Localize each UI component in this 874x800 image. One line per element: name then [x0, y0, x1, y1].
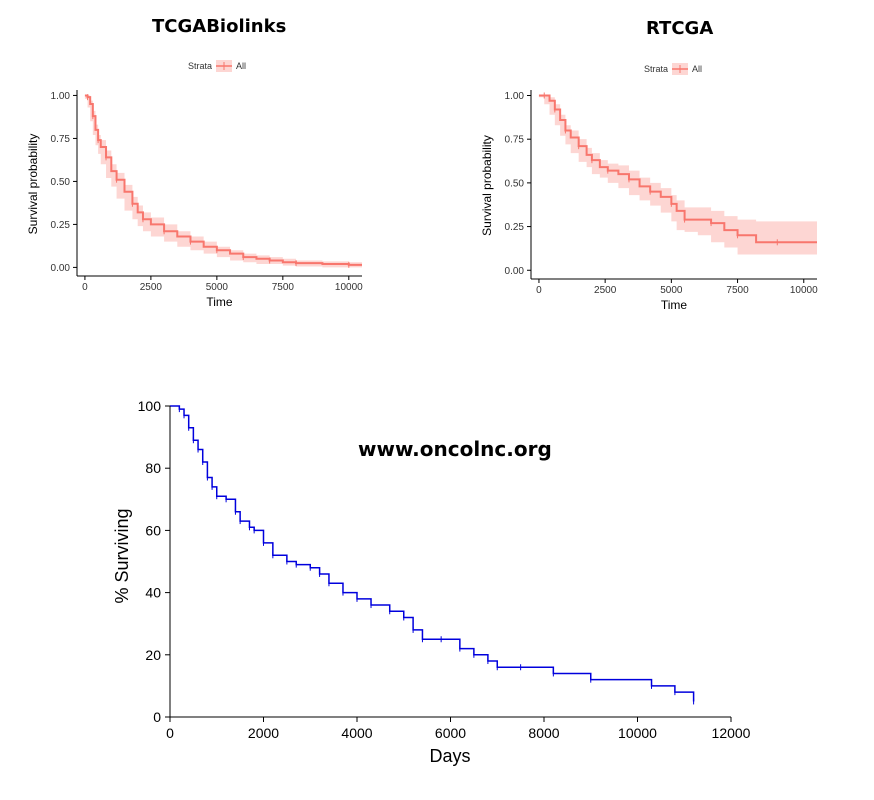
- legend-key: [672, 63, 689, 75]
- x-tick-label: 5000: [660, 285, 683, 296]
- x-tick-label: 4000: [341, 725, 372, 741]
- legend-label: All: [236, 61, 247, 71]
- x-tick-label: 2500: [594, 285, 617, 296]
- y-tick-label: 20: [145, 647, 161, 663]
- confidence-band: [538, 95, 817, 255]
- x-tick-label: 10000: [790, 285, 818, 296]
- y-tick-label: 1.00: [51, 91, 71, 102]
- y-tick-label: 40: [145, 585, 161, 601]
- x-tick-label: 7500: [726, 285, 749, 296]
- y-tick-label: 0.50: [51, 177, 71, 188]
- x-axis-label: Time: [661, 298, 688, 312]
- y-axis-label: Survival probability: [26, 134, 40, 235]
- x-tick-label: 0: [536, 285, 542, 296]
- y-tick-label: 0.75: [51, 134, 71, 145]
- x-tick-label: 10000: [618, 725, 657, 741]
- legend-rtcga: Strata All: [644, 63, 702, 75]
- survival-chart-rtcga: 0 2500 5000 7500 10000 0.00 0.25 0.50 0.75 1.00 Ti…: [480, 90, 818, 312]
- survival-chart-tcgabiolinks: 0 2500 5000 7500 10000 0.00 0.25 0.50 0.75 1.00 Ti…: [26, 90, 363, 309]
- legend-label: All: [692, 64, 703, 74]
- x-tick-label: 10000: [335, 282, 363, 293]
- x-tick-label: 2500: [140, 282, 163, 293]
- x-tick-label: 0: [82, 282, 88, 293]
- x-tick-label: 5000: [206, 282, 229, 293]
- y-tick-label: 0.75: [505, 135, 525, 146]
- y-tick-label: 100: [138, 398, 162, 414]
- x-axis-label: Time: [206, 295, 233, 309]
- y-tick-label: 0: [153, 709, 161, 725]
- x-tick-label: 2000: [248, 725, 279, 741]
- y-tick-label: 0.00: [51, 263, 71, 274]
- x-tick-label: 12000: [712, 725, 751, 741]
- y-tick-label: 0.00: [505, 266, 525, 277]
- x-tick-label: 6000: [435, 725, 466, 741]
- chart-title-tcgabiolinks: TCGABiolinks: [152, 16, 287, 37]
- oncolnc-annotation: www.oncolnc.org: [358, 437, 552, 461]
- legend-title: Strata: [644, 64, 669, 74]
- y-axis-label: Survival probability: [480, 135, 494, 236]
- x-tick-label: 0: [166, 725, 174, 741]
- legend-key: [216, 60, 233, 72]
- legend-tcgabiolinks: Strata All: [188, 60, 246, 72]
- y-tick-label: 60: [145, 522, 161, 538]
- x-axis-label: Days: [429, 746, 470, 766]
- y-tick-label: 0.25: [505, 222, 525, 233]
- chart-title-rtcga: RTCGA: [646, 18, 714, 39]
- y-tick-label: 0.50: [505, 178, 525, 189]
- x-tick-label: 7500: [272, 282, 295, 293]
- legend-title: Strata: [188, 61, 213, 71]
- y-tick-label: 0.25: [51, 220, 71, 231]
- y-tick-label: 1.00: [505, 91, 525, 102]
- x-tick-label: 8000: [528, 725, 559, 741]
- y-tick-label: 80: [145, 460, 161, 476]
- y-axis-label: % Surviving: [112, 508, 132, 603]
